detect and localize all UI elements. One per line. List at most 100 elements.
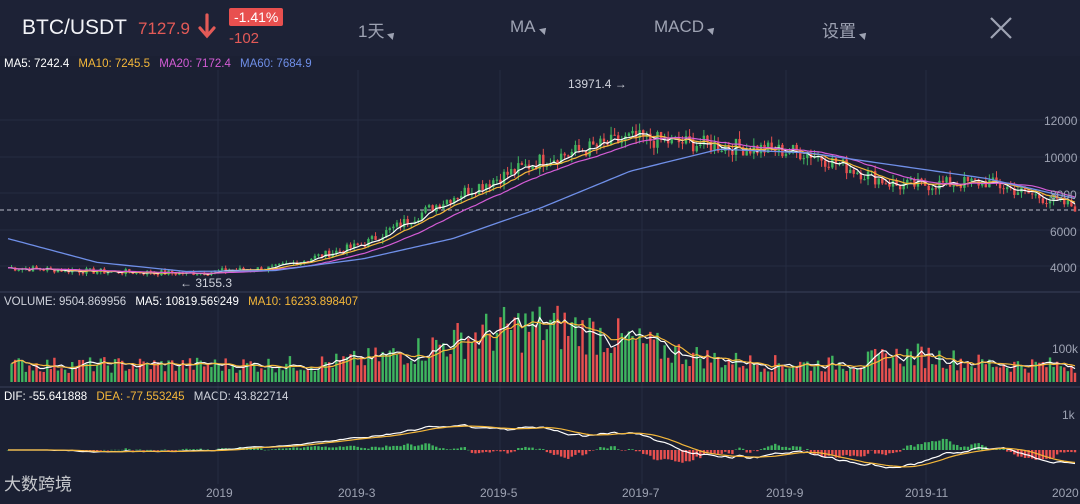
macd-bar <box>884 450 888 456</box>
macd-bar <box>349 445 352 450</box>
macd-bar <box>267 449 270 451</box>
macd-bar <box>845 450 848 455</box>
volume-bar <box>213 359 217 382</box>
volume-ma10: MA10: 16233.898407 <box>248 296 359 308</box>
candle-body <box>827 166 830 168</box>
candle-body <box>709 141 713 151</box>
volume-bar <box>113 359 117 382</box>
volume-bar <box>1070 365 1073 382</box>
volume-bar <box>28 365 31 382</box>
macd-bar <box>856 450 859 457</box>
macd-bar <box>342 446 345 450</box>
volume-bar <box>35 363 38 382</box>
macd-bar <box>506 450 509 454</box>
candle-body <box>745 149 748 156</box>
macd-bar <box>592 450 595 451</box>
candle-body <box>456 197 459 199</box>
macd-bar <box>909 445 913 450</box>
macd-bar <box>256 447 259 450</box>
low-annotation: ← 3155.3 <box>180 276 233 290</box>
candle-body <box>278 263 281 265</box>
price-axis-label: 12000 <box>1044 114 1078 128</box>
volume-bar <box>60 368 63 382</box>
macd-bar <box>567 450 570 459</box>
macd-bar <box>467 449 470 451</box>
volume-bar <box>96 365 99 382</box>
macd-bar <box>827 450 830 456</box>
macd-bar <box>834 450 838 458</box>
volume-bar <box>916 343 920 382</box>
candle-body <box>195 274 199 276</box>
volume-bar <box>1009 371 1012 382</box>
macd-bar <box>356 446 359 450</box>
macd-bar <box>588 450 591 452</box>
volume-bar <box>49 369 53 382</box>
volume-bar <box>1038 362 1041 382</box>
volume-bar <box>110 372 113 382</box>
macd-bar <box>484 450 488 452</box>
ma-menu[interactable]: MA <box>510 17 549 37</box>
macd-bar <box>360 447 363 450</box>
macd-bar <box>1052 450 1055 459</box>
candle-body <box>410 223 413 225</box>
candle-body <box>452 197 456 204</box>
volume-bar <box>691 352 695 382</box>
candle-body <box>427 205 431 208</box>
macd-bar <box>770 445 773 450</box>
volume-bar <box>959 358 963 382</box>
candle-body <box>938 180 941 190</box>
candle-body <box>599 138 602 147</box>
macd-bar <box>352 445 356 450</box>
macd-bar <box>948 441 952 450</box>
macd-bar <box>652 450 656 460</box>
volume-bar <box>263 369 267 382</box>
volume-bar <box>238 370 242 382</box>
close-icon[interactable] <box>988 15 1014 41</box>
volume-bar <box>149 369 152 382</box>
interval-menu[interactable]: 1天 <box>358 17 398 42</box>
volume-bar <box>556 305 559 382</box>
volume-bar <box>881 349 884 382</box>
volume-bar <box>1023 368 1027 382</box>
macd-value: MACD: 43.822714 <box>193 391 289 403</box>
volume-bar <box>688 366 691 382</box>
macd-bar <box>577 450 581 453</box>
volume-bar <box>381 351 384 382</box>
volume-bar <box>145 362 149 382</box>
volume-bar <box>367 348 370 382</box>
volume-bar <box>995 366 998 382</box>
candle-body <box>1016 192 1020 195</box>
macd-bar <box>970 444 973 450</box>
volume-bar <box>399 353 402 382</box>
volume-bar <box>973 368 977 382</box>
macd-bar <box>966 446 970 450</box>
ma10-line <box>7 135 1076 275</box>
candle-body <box>120 273 124 275</box>
macd-bar <box>1009 450 1012 452</box>
volume-bar <box>859 367 863 382</box>
macd-bar <box>377 447 381 450</box>
candle-body <box>449 199 452 204</box>
macd-bar <box>106 450 110 451</box>
settings-menu[interactable]: 设置 <box>822 17 869 42</box>
volume-bar <box>356 365 359 382</box>
macd-bar <box>852 450 855 456</box>
macd-bar <box>160 449 163 451</box>
candle-body <box>506 171 509 175</box>
candle-body <box>392 226 395 229</box>
volume-bar <box>513 317 516 382</box>
volume-bar <box>752 363 756 382</box>
macd-bar <box>870 450 873 451</box>
macd-menu[interactable]: MACD <box>654 17 718 37</box>
volume-bar <box>816 360 820 382</box>
volume-bar <box>770 371 773 382</box>
macd-bar <box>981 444 984 450</box>
candle-body <box>556 160 559 164</box>
candle-body <box>749 149 752 154</box>
volume-bar <box>13 359 17 382</box>
macd-bar <box>802 450 805 451</box>
macd-bar <box>174 450 177 451</box>
volume-bar <box>138 358 142 382</box>
trading-pair[interactable]: BTC/USDT <box>22 16 127 39</box>
